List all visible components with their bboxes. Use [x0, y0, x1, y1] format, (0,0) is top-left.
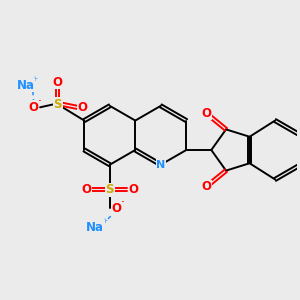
Text: Na: Na — [86, 220, 104, 234]
Text: O: O — [81, 183, 91, 196]
Text: $^{+}$: $^{+}$ — [31, 76, 38, 86]
Text: S: S — [106, 183, 114, 196]
Text: $^{+}$: $^{+}$ — [101, 218, 108, 228]
Text: O: O — [77, 101, 87, 114]
Text: N: N — [156, 160, 165, 170]
Text: S: S — [53, 98, 62, 111]
Text: O: O — [28, 101, 39, 114]
Text: O: O — [128, 183, 138, 196]
Text: O: O — [201, 107, 211, 120]
Text: O: O — [53, 76, 63, 89]
Text: O: O — [201, 180, 211, 193]
Text: Na: Na — [16, 79, 34, 92]
Text: O: O — [111, 202, 121, 214]
Text: $^{-}$: $^{-}$ — [35, 98, 43, 108]
Text: $^{-}$: $^{-}$ — [118, 200, 125, 209]
